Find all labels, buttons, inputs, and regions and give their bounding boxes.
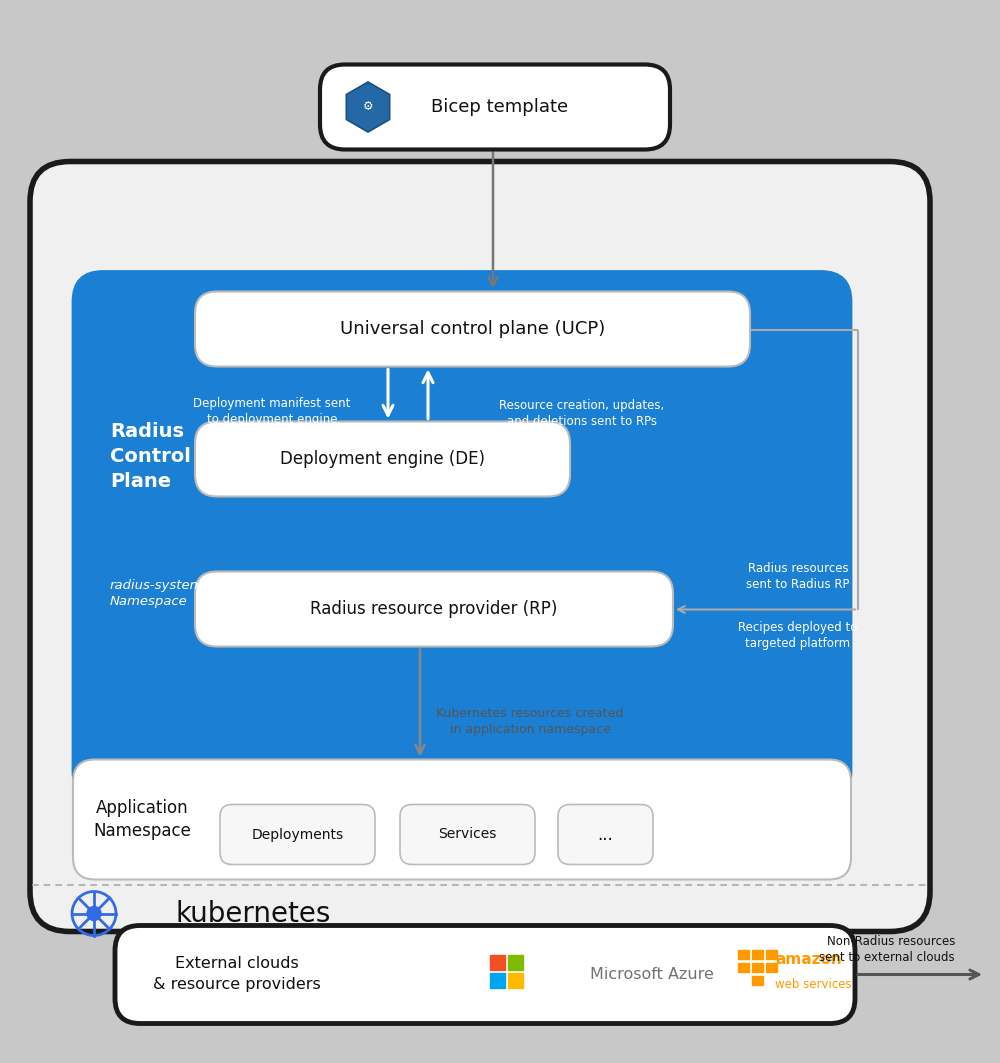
Text: Deployment manifest sent
to deployment engine: Deployment manifest sent to deployment e… [193,396,351,426]
FancyBboxPatch shape [195,422,570,496]
Text: Microsoft Azure: Microsoft Azure [590,967,714,982]
FancyBboxPatch shape [195,572,673,646]
Circle shape [87,907,101,921]
Text: Non-Radius resources
sent to external clouds: Non-Radius resources sent to external cl… [819,935,955,964]
Bar [490,955,505,969]
Text: Radius
Control
Plane: Radius Control Plane [110,422,191,491]
Bar [490,973,505,988]
Text: External clouds
& resource providers: External clouds & resource providers [153,957,321,993]
Polygon shape [346,82,390,132]
Text: kubernetes: kubernetes [175,899,330,928]
Bar [738,949,749,959]
Text: Radius resources
sent to Radius RP: Radius resources sent to Radius RP [746,562,850,591]
Bar [508,955,523,969]
Text: Application
Namespace: Application Namespace [93,798,191,840]
FancyBboxPatch shape [400,805,535,864]
Text: ⚙: ⚙ [363,101,373,114]
FancyBboxPatch shape [220,805,375,864]
Text: ...: ... [598,826,613,844]
Text: amazon: amazon [775,952,842,967]
Bar [752,976,763,984]
Text: Deployment engine (DE): Deployment engine (DE) [280,450,485,468]
Bar [752,962,763,972]
Text: web services: web services [775,978,852,991]
Text: Universal control plane (UCP): Universal control plane (UCP) [340,320,605,338]
FancyBboxPatch shape [195,291,750,367]
Text: Kubernetes resources created
in application namespace: Kubernetes resources created in applicat… [436,707,624,736]
FancyBboxPatch shape [558,805,653,864]
Text: radius-system
Namespace: radius-system Namespace [110,578,204,608]
Text: Resource creation, updates,
and deletions sent to RPs: Resource creation, updates, and deletion… [499,399,665,428]
FancyBboxPatch shape [73,271,851,802]
Text: Radius resource provider (RP): Radius resource provider (RP) [310,600,558,618]
Text: Services: Services [438,827,497,842]
Text: Bicep template: Bicep template [431,98,569,116]
FancyBboxPatch shape [320,65,670,150]
FancyBboxPatch shape [115,926,855,1024]
Bar [738,962,749,972]
Bar [766,962,777,972]
Bar [508,973,523,988]
Bar [766,949,777,959]
Text: Deployments: Deployments [251,827,344,842]
FancyBboxPatch shape [30,162,930,931]
Bar [752,949,763,959]
FancyBboxPatch shape [73,759,851,879]
Text: Recipes deployed to
targeted platform: Recipes deployed to targeted platform [738,621,858,649]
